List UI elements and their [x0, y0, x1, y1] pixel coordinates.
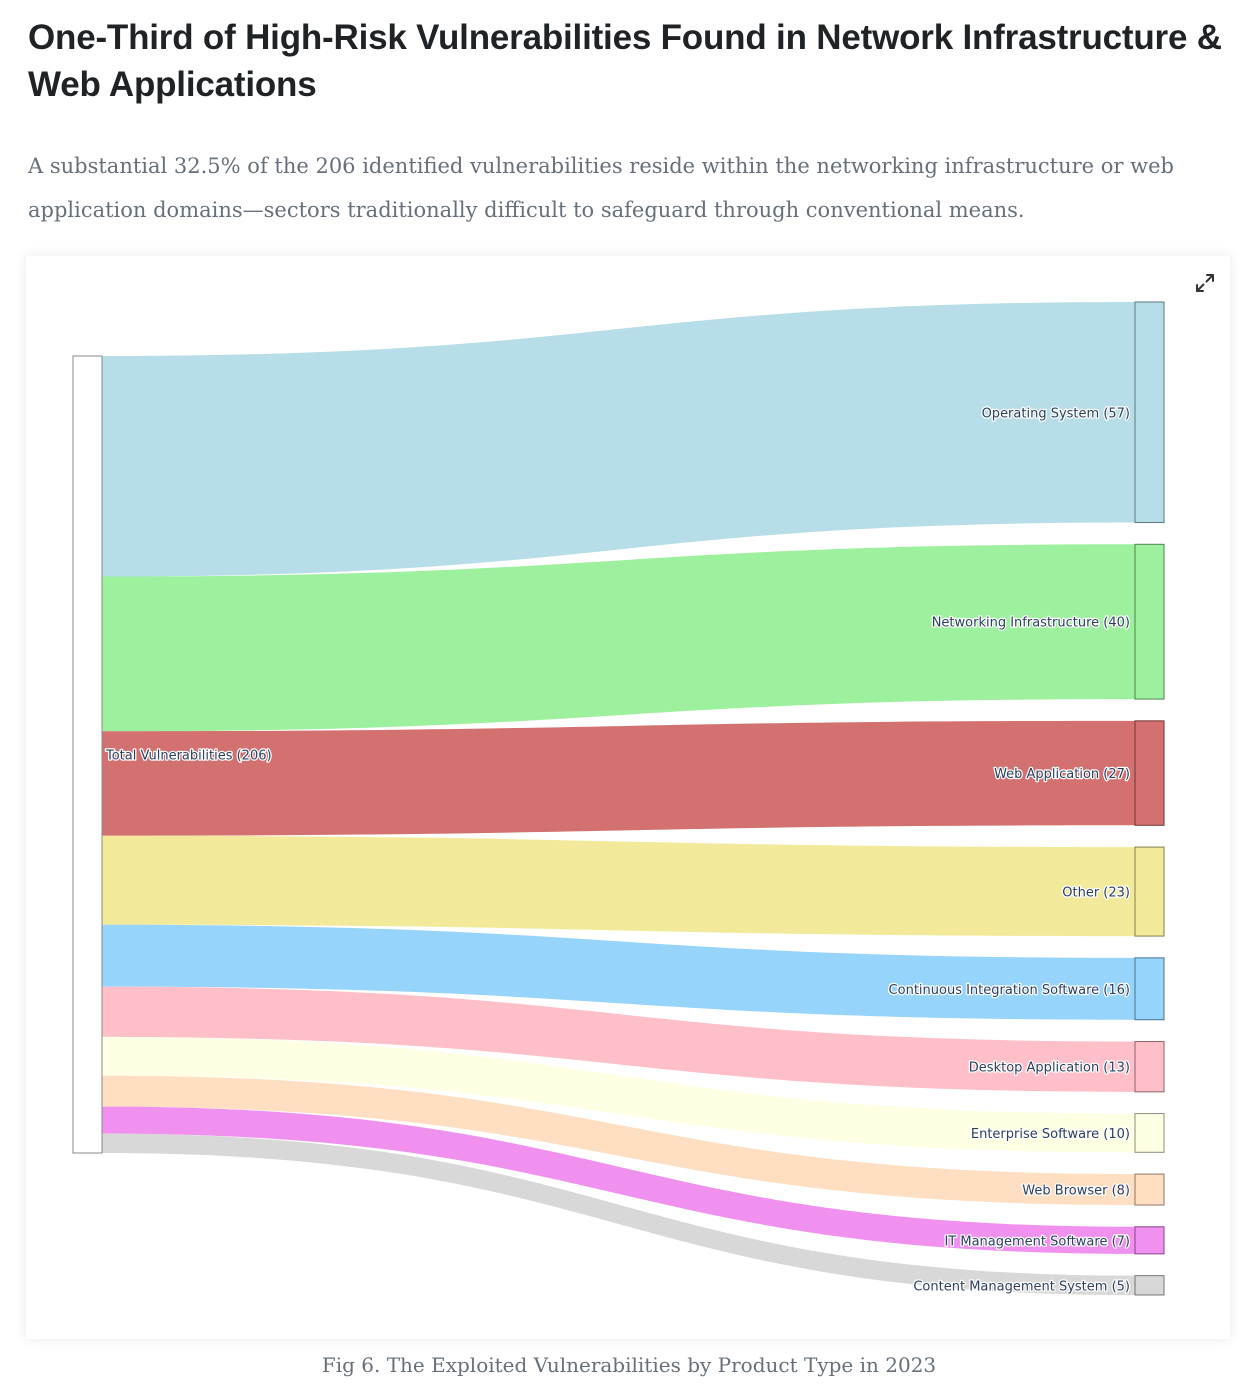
link-it-management-software[interactable] — [102, 1106, 1135, 1254]
node-label-desktop-application: Desktop Application (13) — [969, 1061, 1130, 1076]
node-total-vulnerabilities[interactable] — [72, 355, 103, 1154]
link-networking-infrastructure[interactable] — [102, 544, 1135, 732]
sankey-labels: Total Vulnerabilities (206) Operating Sys… — [104, 405, 1132, 1296]
link-desktop-application[interactable] — [102, 986, 1135, 1092]
link-enterprise-software[interactable] — [102, 1036, 1135, 1153]
node-label-web-application: Web Application (27) — [994, 767, 1130, 782]
node-label-networking-infrastructure: Networking Infrastructure (40) — [932, 616, 1130, 631]
figure-caption: Fig 6. The Exploited Vulnerabilities by … — [321, 1353, 937, 1377]
link-web-browser[interactable] — [102, 1075, 1135, 1206]
node-label-content-management-system: Content Management System (5) — [913, 1279, 1130, 1294]
link-operating-system[interactable] — [102, 302, 1135, 577]
node-it-management-software[interactable] — [1134, 1226, 1165, 1255]
node-desktop-application[interactable] — [1134, 1041, 1165, 1093]
page-title: One-Third of High-Risk Vulnerabilities F… — [28, 18, 1222, 104]
link-content-management-system[interactable] — [102, 1133, 1135, 1295]
node-enterprise-software[interactable] — [1134, 1113, 1165, 1153]
intro-paragraph: A substantial 32.5% of the 206 identifie… — [28, 154, 1174, 222]
node-other[interactable] — [1134, 846, 1165, 937]
node-label-web-browser: Web Browser (8) — [1022, 1184, 1130, 1199]
sankey-diagram: Total Vulnerabilities (206) Operating Sys… — [72, 301, 1165, 1296]
node-label-continuous-integration-software: Continuous Integration Software (16) — [889, 983, 1130, 998]
node-operating-system[interactable] — [1134, 301, 1165, 524]
node-label-total-vulnerabilities: Total Vulnerabilities (206) — [105, 749, 272, 764]
sankey-links — [102, 302, 1135, 1295]
sankey-nodes — [72, 301, 1165, 1296]
node-label-other: Other (23) — [1062, 886, 1130, 901]
expand-arrows-icon[interactable] — [1193, 271, 1217, 295]
node-label-operating-system: Operating System (57) — [982, 406, 1130, 421]
link-continuous-integration-software[interactable] — [102, 924, 1135, 1020]
link-other[interactable] — [102, 835, 1135, 937]
node-label-it-management-software: IT Management Software (7) — [944, 1234, 1130, 1249]
node-web-application[interactable] — [1134, 720, 1165, 826]
link-web-application[interactable] — [102, 720, 1135, 836]
node-content-management-system[interactable] — [1134, 1275, 1165, 1296]
node-continuous-integration-software[interactable] — [1134, 957, 1165, 1021]
node-networking-infrastructure[interactable] — [1134, 543, 1165, 700]
node-web-browser[interactable] — [1134, 1173, 1165, 1206]
node-label-enterprise-software: Enterprise Software (10) — [971, 1127, 1130, 1142]
